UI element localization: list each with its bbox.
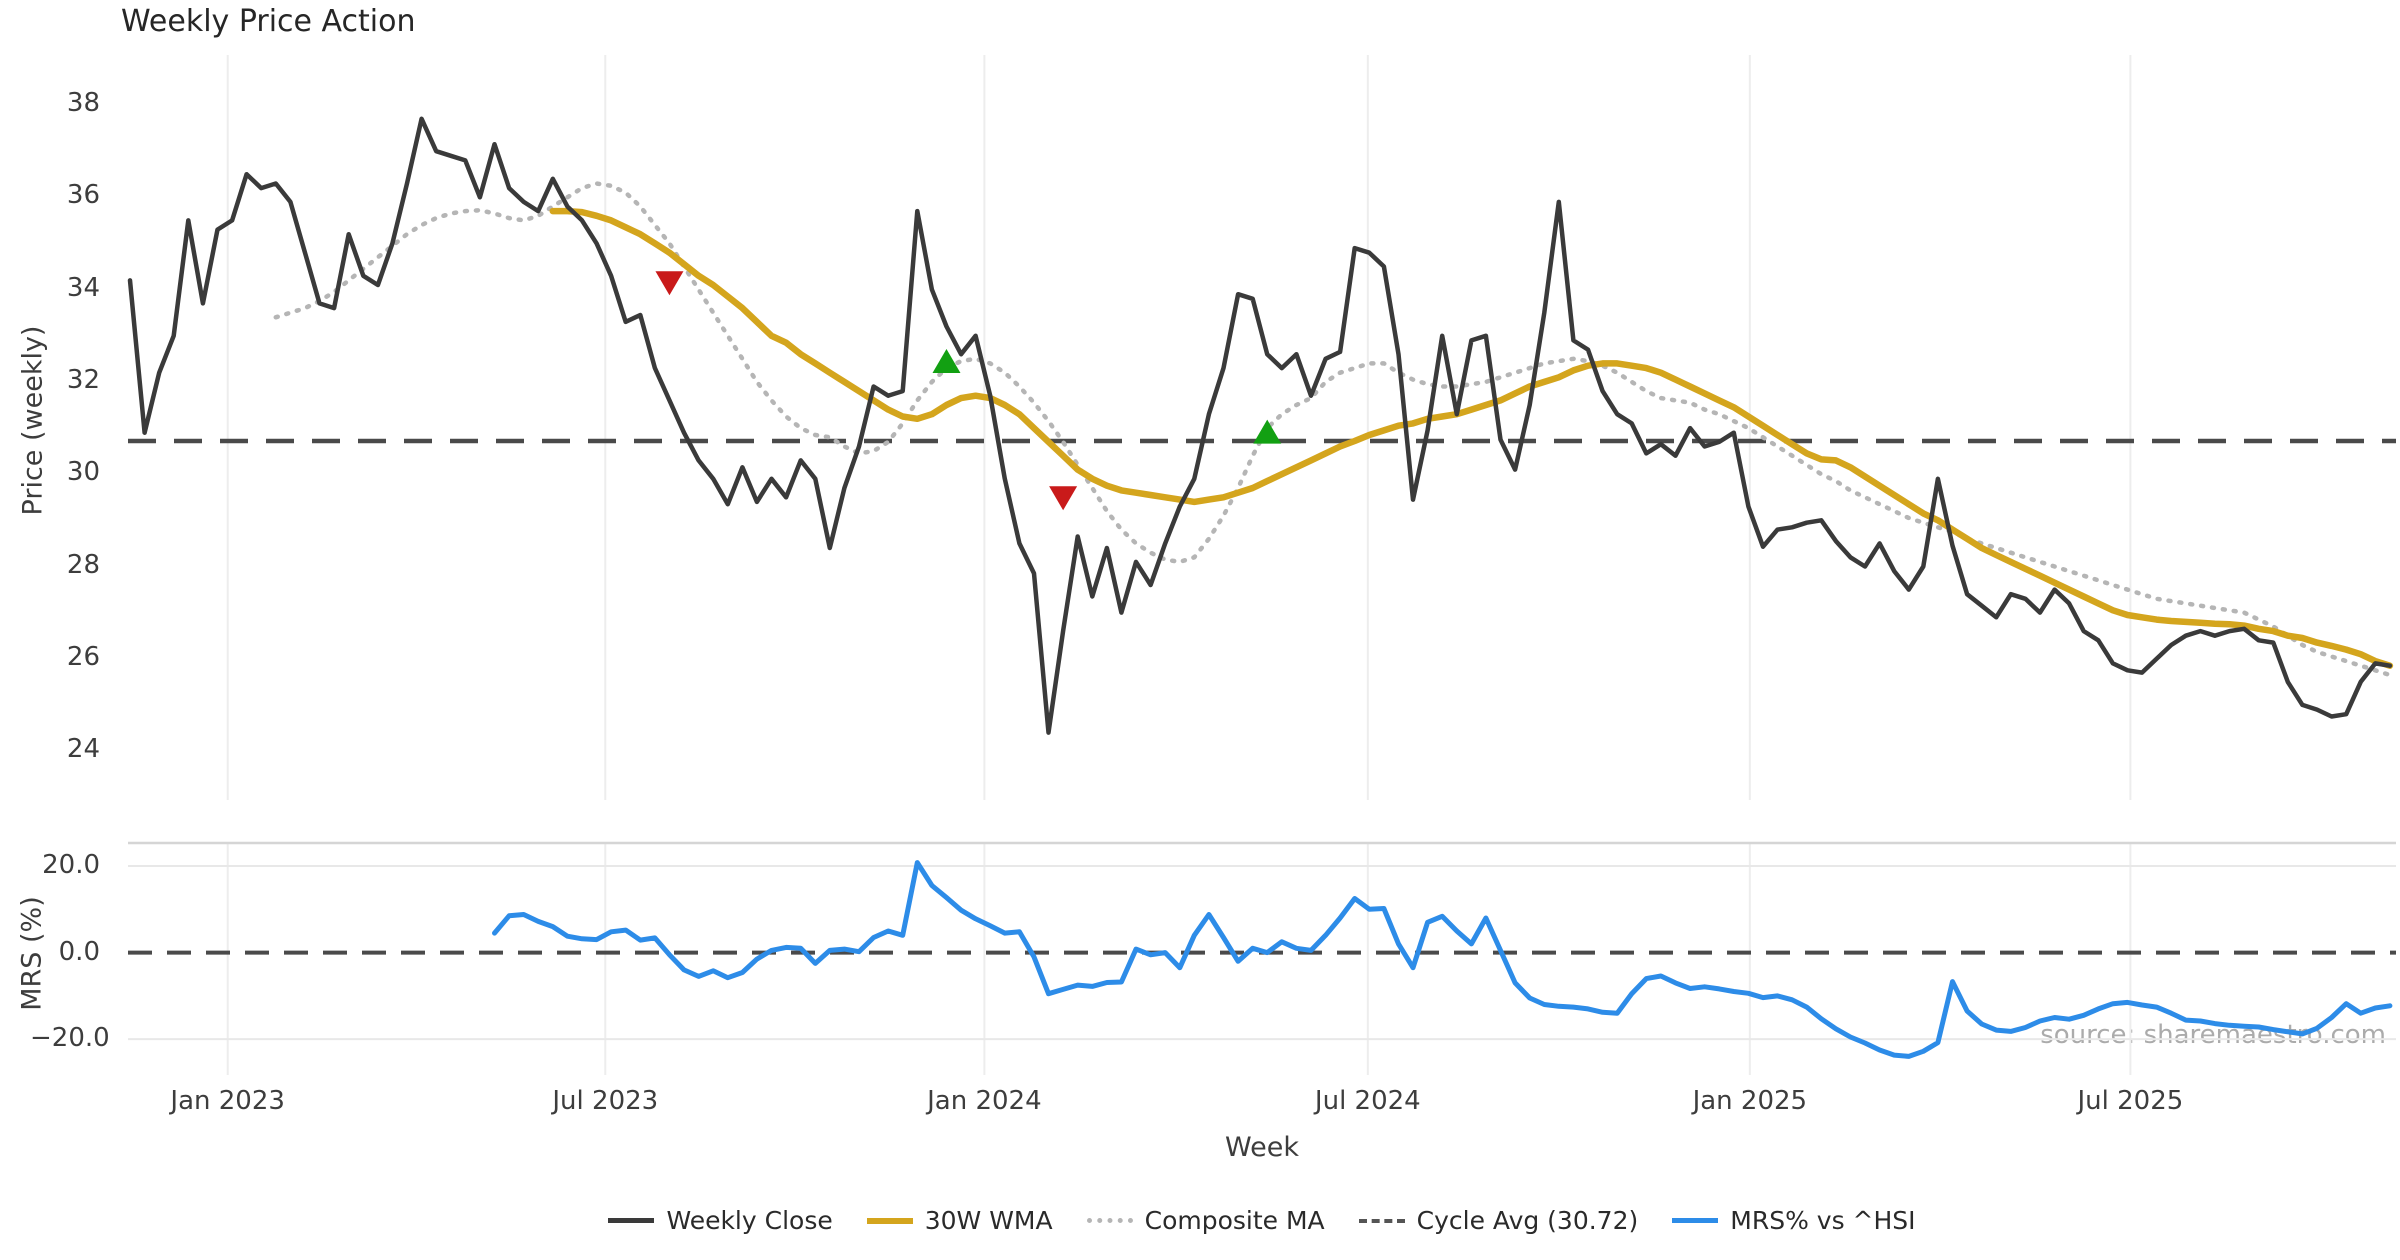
price-tick-label: 38 (66, 88, 100, 118)
price-tick-label: 32 (66, 364, 100, 395)
date-tick-label: Jul 2025 (2077, 1086, 2184, 1116)
buy-signal-marker (932, 349, 961, 374)
legend-item: Composite MA (1086, 1206, 1325, 1235)
weekly-close-line (127, 116, 2393, 735)
legend-item: Cycle Avg (30.72) (1358, 1206, 1639, 1235)
legend-label: Cycle Avg (30.72) (1416, 1206, 1639, 1235)
week-axis-label: Week (1225, 1132, 1299, 1163)
wma-30w-line (549, 207, 2394, 669)
legend-line-sample (1086, 1218, 1133, 1223)
sell-signal-marker (1049, 486, 1078, 511)
price-tick-label: 36 (66, 180, 100, 211)
date-tick-label: Jan 2025 (1692, 1086, 1808, 1116)
price-tick-label: 24 (66, 734, 100, 765)
legend-item: 30W WMA (866, 1206, 1053, 1235)
legend-item: MRS% vs ^HSI (1672, 1206, 1916, 1235)
mrs-line (492, 860, 2393, 1059)
mrs-tick-label: 0.0 (58, 936, 100, 967)
legend-line-sample (1672, 1218, 1719, 1223)
mrs-tick-label: 20.0 (42, 850, 100, 881)
sell-signal-marker (655, 271, 684, 296)
legend-label: Weekly Close (666, 1206, 833, 1235)
legend-label: Composite MA (1144, 1206, 1325, 1235)
legend-line-sample (866, 1217, 913, 1224)
legend-label: MRS% vs ^HSI (1730, 1206, 1916, 1235)
legend-label: 30W WMA (924, 1206, 1053, 1235)
chart-legend: Weekly Close 30W WMA Composite MA Cycle Avg… (128, 1206, 2396, 1235)
price-tick-label: 30 (66, 457, 100, 488)
buy-signal-marker (1253, 419, 1282, 444)
legend-item: Weekly Close (608, 1206, 833, 1235)
chart-title: Weekly Price Action (121, 4, 416, 39)
price-tick-label: 34 (66, 272, 100, 303)
composite-ma-line (273, 181, 2393, 678)
date-tick-label: Jul 2024 (1314, 1086, 1421, 1116)
price-tick-label: 26 (66, 641, 100, 672)
date-tick-label: Jan 2024 (927, 1086, 1042, 1116)
price-tick-label: 28 (66, 549, 100, 580)
legend-line-sample (608, 1218, 655, 1223)
mrs-tick-label: −20.0 (30, 1023, 110, 1054)
date-tick-label: Jan 2023 (170, 1086, 285, 1116)
legend-line-sample (1358, 1218, 1405, 1223)
date-tick-label: Jul 2023 (552, 1086, 659, 1116)
